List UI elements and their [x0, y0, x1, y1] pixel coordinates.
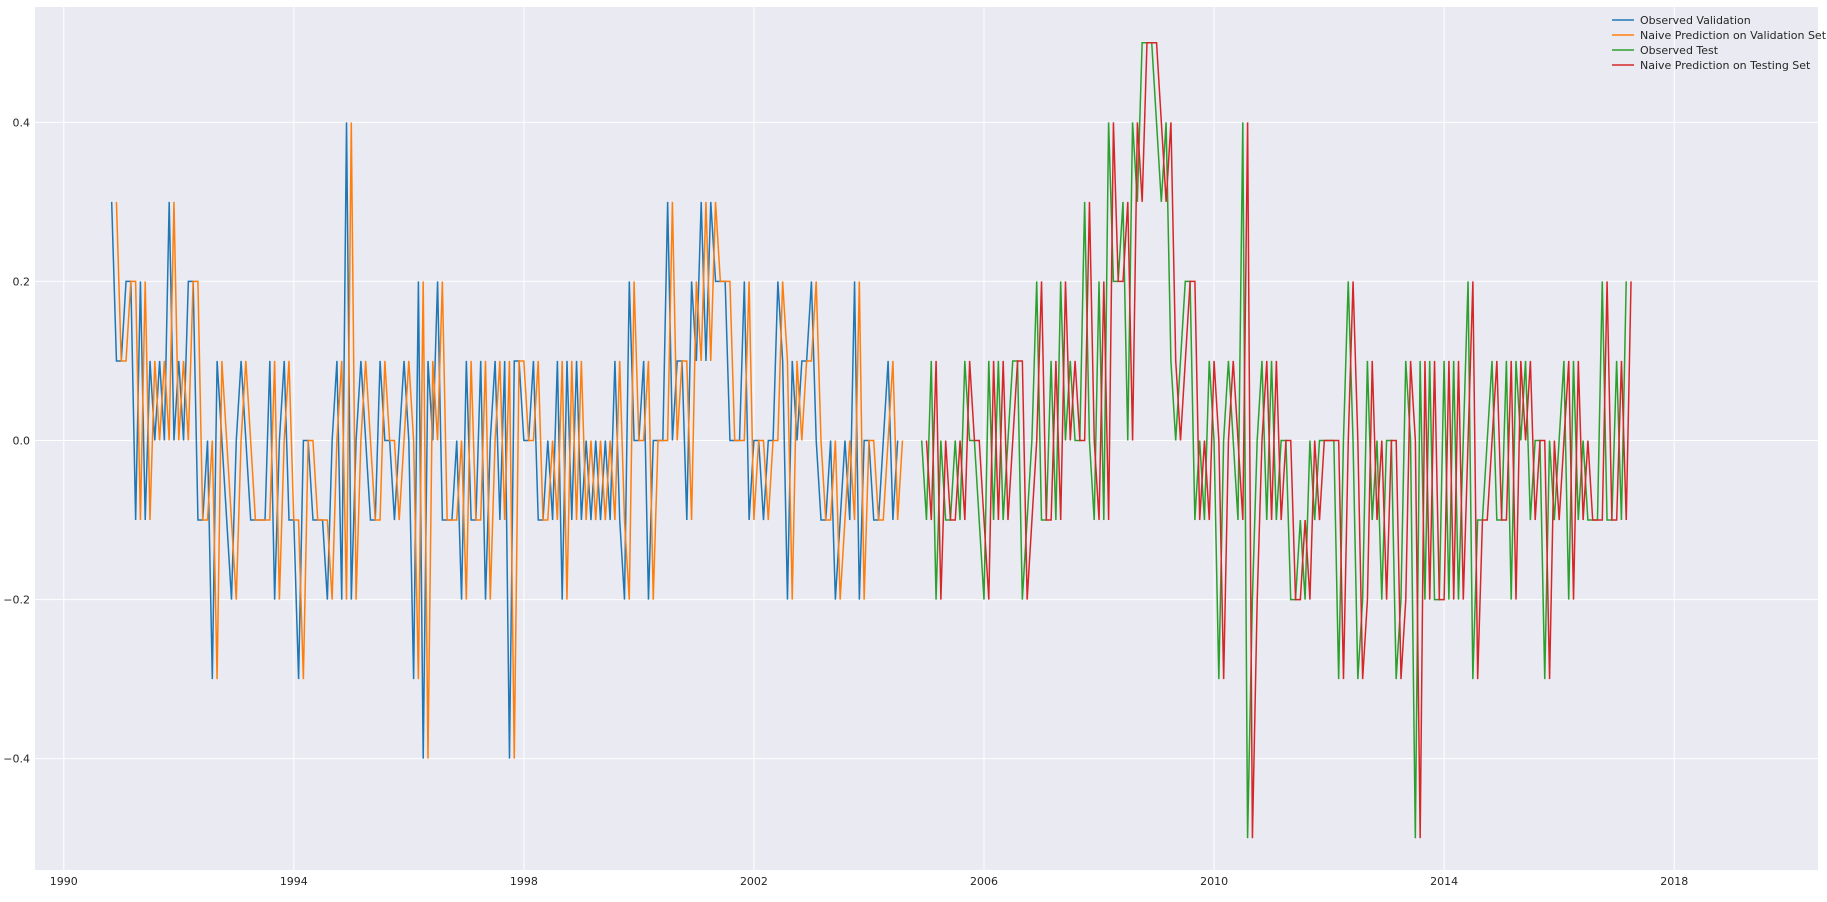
series-line-2 [115, 122, 904, 759]
x-tick-label: 2002 [740, 875, 768, 888]
y-axis-ticks: −0.4 −0.2 0.0 0.2 0.4 [3, 116, 30, 765]
series-line-1 [110, 122, 899, 759]
y-tick-label: 0.4 [13, 116, 31, 129]
y-tick-label: 0.2 [13, 275, 31, 288]
x-tick-label: 2006 [970, 875, 998, 888]
x-tick-label: 2010 [1200, 875, 1228, 888]
legend-label: Naive Prediction on Validation Set [1640, 29, 1827, 42]
x-tick-label: 2014 [1430, 875, 1458, 888]
y-tick-label: −0.4 [3, 753, 30, 766]
x-tick-label: 1990 [50, 875, 78, 888]
x-axis-ticks: 1990 1994 1998 2002 2006 2010 2014 2018 [50, 875, 1688, 888]
x-tick-label: 2018 [1660, 875, 1688, 888]
x-tick-label: 1994 [280, 875, 308, 888]
legend-label: Observed Test [1640, 44, 1719, 57]
series-lines [110, 42, 1632, 839]
x-tick-label: 1998 [510, 875, 538, 888]
y-tick-label: −0.2 [3, 594, 30, 607]
series-line-4 [925, 42, 1632, 839]
legend: Observed Validation Naive Prediction on V… [1612, 14, 1827, 72]
plot-background [35, 7, 1818, 870]
y-tick-label: 0.0 [13, 434, 31, 447]
legend-label: Naive Prediction on Testing Set [1640, 59, 1811, 72]
legend-label: Observed Validation [1640, 14, 1751, 27]
